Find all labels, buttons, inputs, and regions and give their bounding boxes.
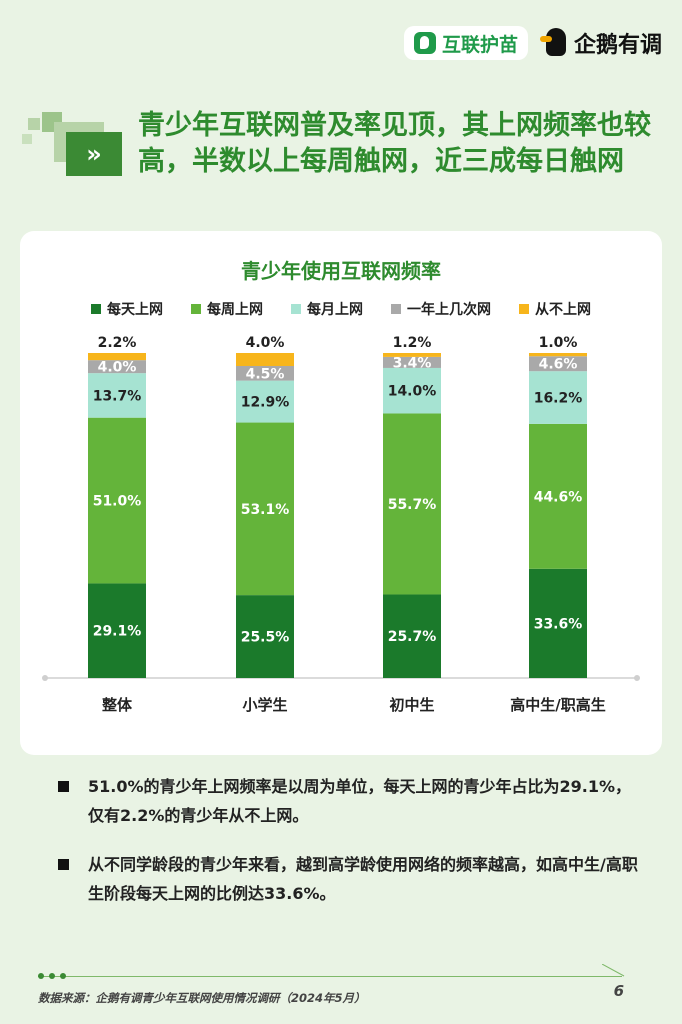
bullet-list: 51.0%的青少年上网频率是以周为单位，每天上网的青少年占比为29.1%，仅有2… bbox=[56, 772, 646, 928]
bar-segment bbox=[383, 356, 441, 368]
bar-segment bbox=[383, 353, 441, 357]
bar-segment bbox=[88, 583, 146, 678]
double-chevron-icon: » bbox=[66, 132, 122, 176]
bar-segment bbox=[236, 366, 294, 381]
data-label: 2.2% bbox=[98, 335, 137, 351]
legend-swatch bbox=[91, 304, 101, 314]
title-decoration: » bbox=[22, 112, 132, 182]
axis-end-dot bbox=[42, 675, 48, 681]
bar-segment bbox=[383, 413, 441, 595]
data-label: 1.0% bbox=[539, 335, 578, 351]
legend-swatch bbox=[291, 304, 301, 314]
data-label: 4.5% bbox=[246, 366, 285, 382]
huhu-logo: 互联护苗 bbox=[403, 26, 528, 60]
footer-arrow-icon bbox=[602, 964, 625, 977]
legend-swatch bbox=[391, 304, 401, 314]
stacked-bar-chart: 29.1% 51.0% 13.7% 4.0% 2.2% 整体 25.5% 53.1% 12.9%… bbox=[42, 335, 640, 714]
legend-item: 每天上网 bbox=[91, 299, 163, 319]
bullet-item: 从不同学龄段的青少年来看，越到高学龄使用网络的频率越高，如高中生/高职生阶段每天… bbox=[56, 850, 646, 908]
legend-item: 每周上网 bbox=[191, 299, 263, 319]
bar-segment bbox=[236, 595, 294, 678]
data-label: 4.0% bbox=[246, 335, 285, 351]
data-label: 53.1% bbox=[241, 502, 290, 518]
bar-segment bbox=[236, 353, 294, 366]
data-label: 4.6% bbox=[539, 357, 578, 373]
bar-segment bbox=[383, 367, 441, 414]
page-number: 6 bbox=[613, 982, 624, 1000]
data-source: 数据来源：企鹅有调青少年互联网使用情况调研（2024年5月） bbox=[38, 991, 366, 1005]
square-bullet-icon bbox=[58, 781, 69, 792]
chart-legend: 每天上网 每周上网 每月上网 一年上几次网 从不上网 bbox=[20, 299, 662, 319]
bar-segment bbox=[529, 353, 587, 357]
data-label: 55.7% bbox=[388, 497, 437, 513]
bar-segment bbox=[236, 380, 294, 423]
category-label: 初中生 bbox=[389, 696, 434, 714]
axis-end-dot bbox=[634, 675, 640, 681]
bar-segment bbox=[529, 356, 587, 372]
chart-title: 青少年使用互联网频率 bbox=[241, 259, 441, 283]
data-label: 25.7% bbox=[388, 629, 437, 645]
legend-item: 一年上几次网 bbox=[391, 299, 491, 319]
category-label: 整体 bbox=[102, 696, 133, 714]
qe-logo: 企鹅有调 bbox=[539, 26, 662, 60]
page-title: 青少年互联网普及率见顶，其上网频率也较高，半数以上每周触网，近三成每日触网 bbox=[138, 110, 651, 177]
legend-item: 每月上网 bbox=[291, 299, 363, 319]
data-label: 1.2% bbox=[393, 335, 432, 351]
legend-item: 从不上网 bbox=[519, 299, 591, 319]
data-label: 16.2% bbox=[534, 391, 583, 407]
footer-dots bbox=[38, 973, 66, 979]
data-label: 44.6% bbox=[534, 489, 583, 505]
footer-divider bbox=[38, 976, 622, 977]
bar-segment bbox=[88, 417, 146, 584]
sprout-icon bbox=[413, 32, 436, 54]
chart-card: 青少年使用互联网频率 每天上网 每周上网 每月上网 一年上几次网 从不上网 29… bbox=[20, 231, 662, 755]
data-label: 29.1% bbox=[93, 624, 142, 640]
legend-swatch bbox=[519, 304, 529, 314]
bar-segment bbox=[88, 360, 146, 374]
data-label: 3.4% bbox=[393, 355, 432, 371]
data-label: 33.6% bbox=[534, 616, 583, 632]
legend-swatch bbox=[191, 304, 201, 314]
header-logos: 互联护苗 企鹅有调 bbox=[403, 26, 662, 60]
bar-segment bbox=[529, 423, 587, 569]
category-label: 高中生/职高生 bbox=[510, 696, 605, 714]
bullet-item: 51.0%的青少年上网频率是以周为单位，每天上网的青少年占比为29.1%，仅有2… bbox=[56, 772, 646, 830]
bar-segment bbox=[88, 373, 146, 418]
data-label: 13.7% bbox=[93, 388, 142, 404]
bar-segment bbox=[88, 353, 146, 361]
data-label: 12.9% bbox=[241, 395, 290, 411]
data-label: 4.0% bbox=[98, 360, 137, 376]
bar-segment bbox=[529, 568, 587, 678]
data-label: 14.0% bbox=[388, 384, 437, 400]
bar-segment bbox=[383, 594, 441, 678]
square-bullet-icon bbox=[58, 859, 69, 870]
category-label: 小学生 bbox=[242, 696, 287, 714]
data-label: 25.5% bbox=[241, 630, 290, 646]
bar-segment bbox=[236, 422, 294, 596]
data-label: 51.0% bbox=[93, 494, 142, 510]
bar-segment bbox=[529, 371, 587, 424]
penguin-icon bbox=[539, 26, 570, 60]
